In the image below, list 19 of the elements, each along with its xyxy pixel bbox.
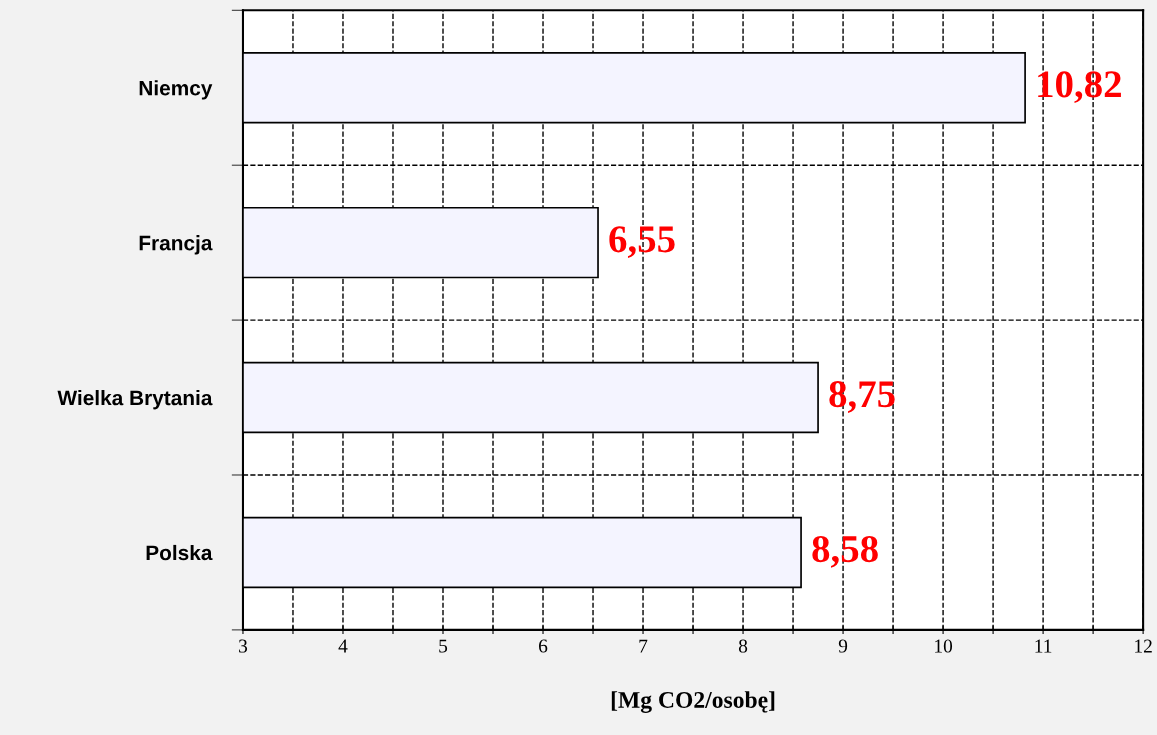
y-tick-label: Niemcy: [139, 80, 213, 100]
x-tick-label: 10: [935, 639, 953, 653]
x-axis-title: [Mg CO2/osobę]: [611, 691, 775, 713]
x-tick-label: 12: [1135, 639, 1152, 653]
y-tick-label: Francja: [139, 235, 213, 255]
x-tick-label: 3: [239, 639, 248, 653]
x-tick-label: 6: [538, 639, 548, 653]
x-tick-label: 7: [639, 639, 648, 653]
x-tick-label: 9: [838, 639, 848, 653]
x-tick-label: 4: [338, 639, 348, 653]
data-label: 8,58: [812, 535, 878, 568]
data-label: 10,82: [1038, 71, 1121, 104]
data-label: 6,55: [609, 226, 675, 259]
y-tick-label: Polska: [146, 544, 213, 561]
x-tick-label: 8: [738, 639, 748, 653]
y-tick-label: Wielka Brytania: [57, 389, 213, 410]
data-label: 8,75: [829, 381, 895, 413]
x-tick-label: 5: [439, 639, 448, 653]
x-tick-label: 11: [1035, 639, 1052, 653]
